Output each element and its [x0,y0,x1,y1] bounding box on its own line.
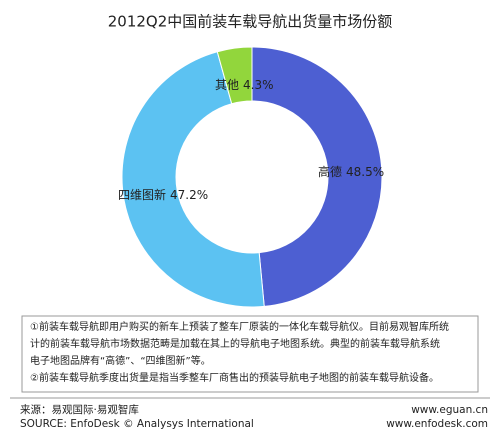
source-en: SOURCE: EnfoDesk © Analysys Internationa… [20,418,254,430]
slice [121,51,265,308]
slice [251,46,383,307]
slice [216,46,253,105]
notes-box [21,315,479,393]
url: www.eguan.cn [411,404,488,416]
value-label: 48.5% [346,165,384,179]
url: www.enfodesk.com [386,418,488,430]
value-label: 47.2% [170,188,208,202]
note-line: 电子地图品牌有“高德”、“四维图新”等。 [30,354,211,367]
value-label: 4.3% [243,78,274,92]
slice-label: 其他 4.3% [215,78,274,92]
category-label: 高德 [318,164,342,179]
chart-title: 2012Q2中国前装车载导航出货量市场份额 [108,13,393,31]
note-line: ①前装车载导航即用户购买的新车上预装了整车厂原装的一体化车载导航仪。目前易观智库… [30,320,449,333]
source-cn: 来源：易观国际·易观智库 [20,403,139,416]
note-line: ②前装车载导航季度出货量是指当季整车厂商售出的预装导航电子地图的前装车载导航设备… [30,371,439,384]
category-label: 四维图新 [118,187,166,202]
slice-label: 高德 48.5% [318,164,384,179]
category-label: 其他 [215,78,239,92]
note-line: 计的前装车载导航市场数据范畴是加载在其上的导航电子地图系统。典型的前装车载导航系… [30,337,440,350]
slice-label: 四维图新 47.2% [118,187,208,202]
